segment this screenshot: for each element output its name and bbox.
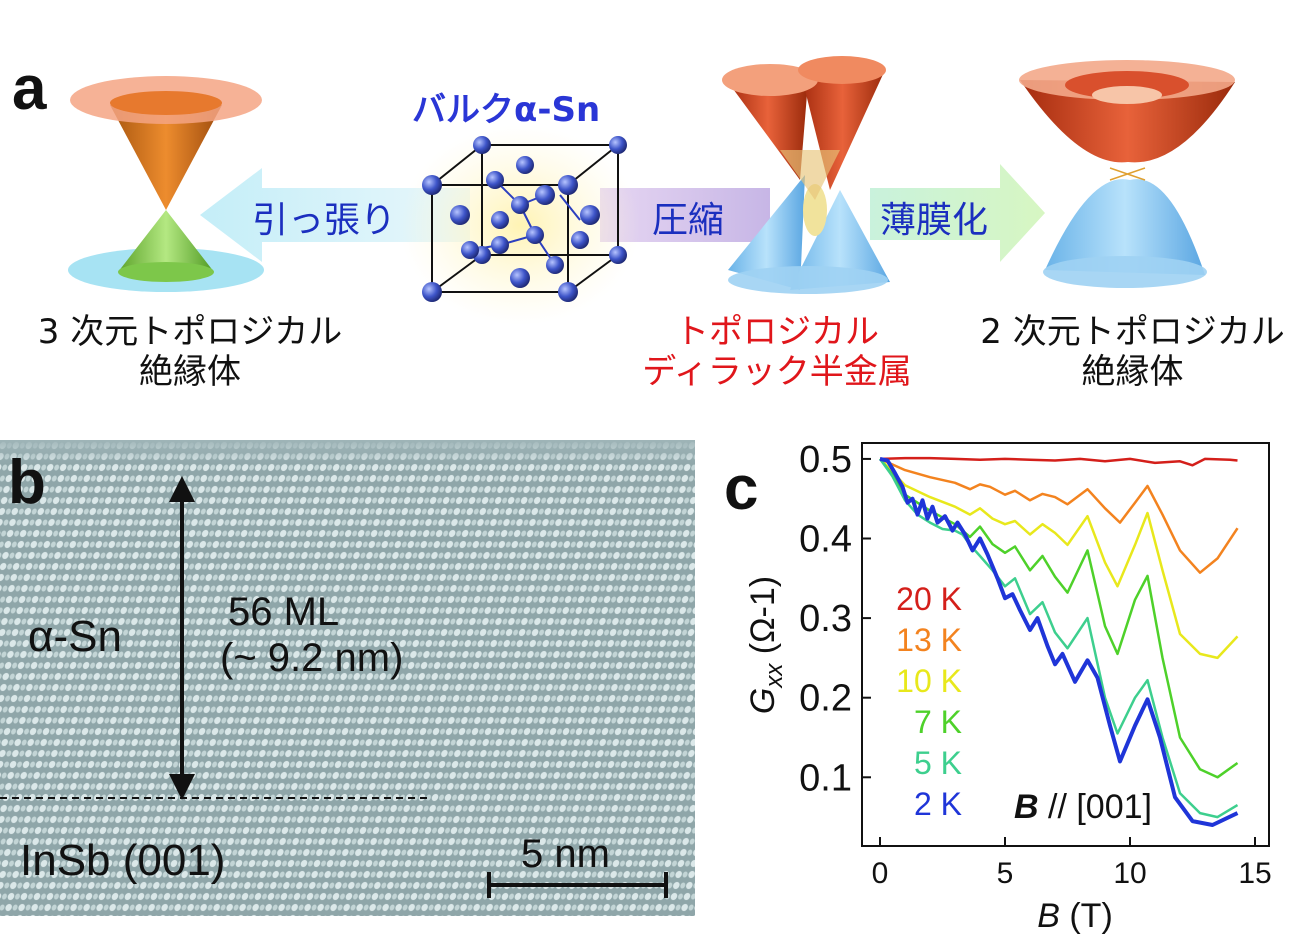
y-tick-label: 0.1 bbox=[799, 757, 852, 799]
plot-frame bbox=[861, 442, 1270, 847]
legend-entry-10k: 10 K bbox=[896, 663, 962, 699]
legend-entry-13k: 13 K bbox=[896, 622, 962, 658]
ylabel: Gxx (Ω-1) bbox=[744, 576, 788, 714]
scale-bar bbox=[487, 872, 668, 898]
stem-image: α-Sn 56 ML (~ 9.2 nm) InSb (001) 5 nm bbox=[0, 440, 695, 916]
series-line-20k bbox=[879, 456, 1238, 467]
panel-a-illustration bbox=[68, 56, 1235, 325]
substrate-label: InSb (001) bbox=[20, 836, 226, 885]
xlabel-unit: (T) bbox=[1060, 897, 1113, 935]
series-line-5k bbox=[878, 458, 1239, 819]
legend: 20 K 13 K 10 K 7 K 5 K 2 K bbox=[896, 581, 962, 822]
caption-2d-ti-line1: 2 次元トポロジカル bbox=[980, 312, 1285, 352]
stem-lattice bbox=[0, 440, 695, 916]
scale-bar-label: 5 nm bbox=[521, 832, 610, 876]
tension-label: 引っ張り bbox=[252, 200, 397, 241]
compression-label: 圧縮 bbox=[652, 200, 725, 241]
x-tick-label: 15 bbox=[1238, 857, 1271, 890]
series-line-2k bbox=[879, 456, 1239, 827]
caption-dirac-semimetal: トポロジカル ディラック半金属 bbox=[612, 312, 942, 392]
caption-3d-ti-line2: 絶縁体 bbox=[139, 352, 241, 392]
ticks-layer: 0 5 10 15 0.1 0.2 0.3 0.4 0.5 bbox=[799, 439, 1272, 890]
bulk-alpha-sn-title: バルクα-Sn bbox=[412, 90, 601, 130]
x-tick-label: 0 bbox=[872, 857, 889, 890]
legend-entry-5k: 5 K bbox=[914, 745, 962, 781]
series-layer bbox=[878, 456, 1239, 827]
alpha-sn-label: α-Sn bbox=[28, 612, 122, 661]
x-tick-label: 10 bbox=[1113, 857, 1146, 890]
thickness-nm-label: (~ 9.2 nm) bbox=[220, 636, 404, 680]
caption-dirac-semimetal-line1: トポロジカル bbox=[675, 312, 879, 352]
caption-2d-ti-line2: 絶縁体 bbox=[1081, 352, 1184, 392]
panel-c-label: c bbox=[724, 454, 759, 523]
ylabel-main: G bbox=[744, 688, 782, 714]
y-tick-label: 0.4 bbox=[799, 519, 852, 561]
series-line-13k bbox=[879, 457, 1239, 574]
caption-2d-ti: 2 次元トポロジカル 絶縁体 bbox=[955, 312, 1310, 392]
dirac-cone-3d-ti bbox=[68, 76, 264, 292]
legend-entry-20k: 20 K bbox=[896, 581, 962, 617]
y-tick-label: 0.5 bbox=[799, 439, 852, 481]
thin-film-label: 薄膜化 bbox=[880, 200, 989, 241]
gapped-cone-2d-ti bbox=[1019, 60, 1235, 288]
caption-3d-ti-line1: 3 次元トポロジカル bbox=[37, 312, 343, 352]
thin-film-arrow bbox=[870, 164, 1045, 262]
series-line-10k bbox=[879, 458, 1239, 660]
field-direction-annotation: B // [001] bbox=[1014, 788, 1152, 826]
series-line-7k bbox=[879, 458, 1239, 779]
y-tick-label: 0.3 bbox=[799, 598, 852, 640]
thickness-arrow bbox=[169, 476, 195, 800]
alpha-sn-crystal bbox=[400, 125, 640, 325]
panel-a-label: a bbox=[12, 54, 47, 123]
legend-entry-2k: 2 K bbox=[914, 786, 962, 822]
thickness-ml-label: 56 ML bbox=[228, 590, 340, 634]
ylabel-unit: (Ω-1) bbox=[744, 576, 782, 664]
legend-entry-7k: 7 K bbox=[914, 704, 962, 740]
panel-b-label: b bbox=[8, 448, 46, 517]
y-tick-label: 0.2 bbox=[799, 678, 852, 720]
annotation-b: B bbox=[1014, 788, 1039, 826]
xlabel-main: B bbox=[1037, 897, 1060, 935]
xlabel: B (T) bbox=[1037, 897, 1113, 935]
dirac-cone-semimetal bbox=[722, 56, 890, 294]
caption-dirac-semimetal-line2: ディラック半金属 bbox=[642, 352, 912, 392]
caption-3d-ti: 3 次元トポロジカル 絶縁体 bbox=[15, 312, 365, 392]
conductance-chart: 0 5 10 15 0.1 0.2 0.3 0.4 0.5 20 K 13 K 10 K 7 K 5 K… bbox=[744, 439, 1272, 935]
ylabel-sub: xx bbox=[761, 663, 788, 689]
x-tick-label: 5 bbox=[997, 857, 1014, 890]
annotation-rest: // [001] bbox=[1039, 788, 1152, 826]
